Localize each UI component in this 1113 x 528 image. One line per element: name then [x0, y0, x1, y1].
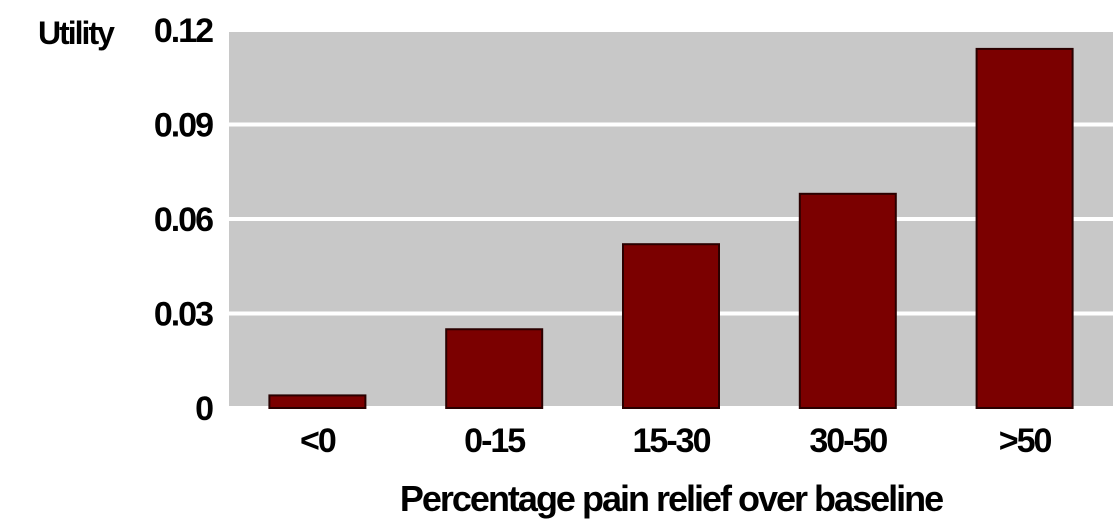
bar [622, 243, 720, 409]
x-axis-label: Percentage pain relief over baseline [400, 478, 943, 519]
bar [445, 328, 544, 409]
bar [975, 47, 1074, 410]
y-tick-label: 0.09 [154, 107, 213, 145]
x-tick-label: >50 [999, 422, 1052, 460]
x-tick-label: 15-30 [633, 422, 711, 460]
y-tick-label: 0.03 [154, 296, 213, 334]
y-tick-label: 0.12 [154, 12, 213, 50]
gridlines [229, 28, 1113, 316]
bar [268, 394, 367, 409]
y-axis-label: Utility [38, 15, 115, 51]
y-tick-labels: 0 0.03 0.06 0.09 0.12 [154, 12, 215, 428]
x-tick-label: 0-15 [464, 422, 525, 460]
y-tick-label: 0 [195, 390, 213, 428]
x-tick-label: 30-50 [809, 422, 887, 460]
bar [798, 192, 897, 409]
bars [268, 47, 1074, 410]
x-tick-labels: <0 0-15 15-30 30-50 >50 [300, 422, 1054, 460]
x-tick-label: <0 [300, 422, 336, 460]
y-tick-label: 0.06 [154, 201, 213, 239]
